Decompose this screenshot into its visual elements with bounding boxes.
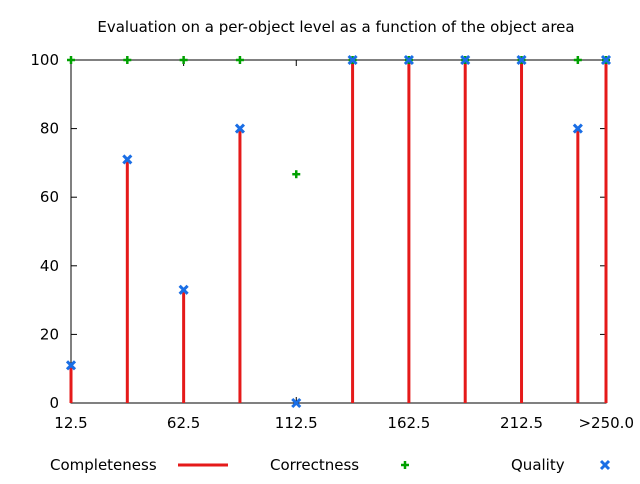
y-tick-label: 80 [40,120,59,138]
x-tick-label: 212.5 [500,414,543,432]
y-tick-label: 40 [40,257,59,275]
y-tick-label: 100 [30,51,59,69]
legend: Completeness Correctness Quality [50,456,611,474]
quality-point [403,54,414,66]
x-tick-label: 62.5 [167,414,200,432]
correctness-point [235,56,244,64]
legend-plus-marker-correctness [401,461,409,469]
x-tick-label: 162.5 [387,414,430,432]
quality-point [122,154,133,165]
y-tick-label: 60 [40,188,59,206]
quality-point [600,54,612,66]
correctness-series [67,56,610,179]
legend-plus-glyph [401,461,409,469]
correctness-point [179,56,188,64]
completeness-series [69,60,608,403]
quality-point [178,284,189,295]
x-axis: 12.5 62.5 112.5 162.5 212.5 >250.0 [54,60,634,432]
x-tick-label: >250.0 [578,414,634,432]
chart-title: Evaluation on a per-object level as a fu… [97,18,574,36]
quality-series [65,54,612,409]
correctness-point [573,56,582,64]
quality-point [65,360,77,371]
quality-point [291,397,302,409]
quality-point [460,54,471,66]
quality-point [347,54,358,66]
legend-label-completeness: Completeness [50,456,157,474]
y-tick-label: 20 [40,325,59,343]
correctness-point [123,56,132,64]
plot-frame [70,59,607,404]
legend-label-quality: Quality [511,456,565,474]
quality-point [572,123,583,134]
correctness-point [67,56,75,64]
x-tick-label: 112.5 [275,414,318,432]
x-tick-label: 12.5 [54,414,87,432]
legend-x-glyph [599,459,611,471]
quality-point [516,54,527,66]
y-axis: 0 20 40 60 80 100 [30,51,606,412]
quality-point [234,123,246,134]
y-tick-label: 0 [49,394,59,412]
legend-x-marker-quality [599,459,611,471]
legend-label-correctness: Correctness [270,456,359,474]
correctness-point [292,170,301,179]
